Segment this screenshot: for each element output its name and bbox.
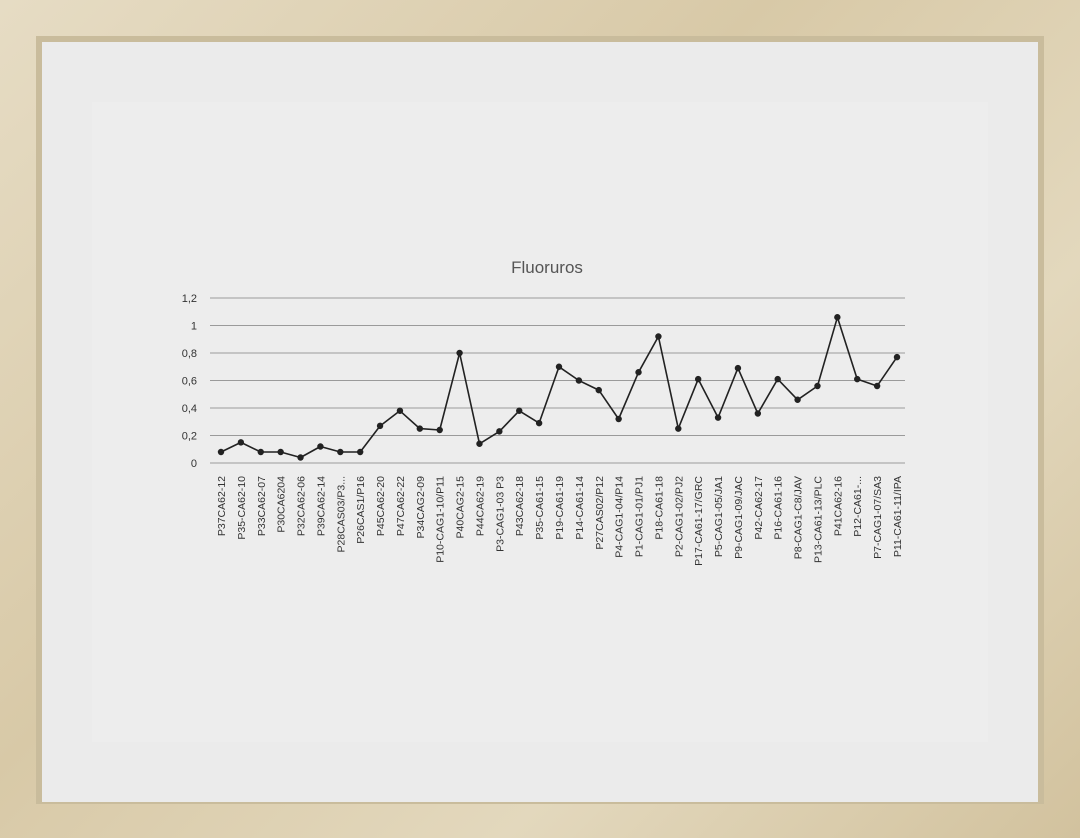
data-point [834,314,841,321]
data-point [277,448,284,456]
x-tick-label: P4-CAG1-04/P14 [614,476,626,558]
x-tick-label: P43CA62-18 [514,476,526,536]
series-fluoruros [217,314,901,461]
x-tick-label: P19-CA61-19 [554,476,566,540]
x-tick-label: P33CA62-07 [256,476,268,536]
data-point [237,439,245,446]
data-point [217,448,225,456]
x-tick-label: P1-CAG1-01/PJ1 [634,476,646,557]
data-point [257,448,264,456]
y-tick-label: 0,8 [182,348,197,360]
x-tick-label: P45CA62-20 [375,476,387,536]
x-tick-label: P44CA62-19 [474,476,486,536]
x-tick-label: P40CAG2-15 [455,476,467,539]
y-tick-label: 0,2 [182,431,197,443]
x-tick-label: P5-CAG1-05/JA1 [713,476,725,557]
x-tick-label: P41CA62-16 [832,476,844,536]
data-point [893,353,901,361]
data-point [635,369,642,376]
x-tick-label: P34CAG2-09 [415,476,427,539]
x-tick-label: P11-CA61-11/IPA [892,476,904,557]
data-point [595,386,602,394]
x-tick-label: P12-CA61-... [852,476,864,537]
x-tick-label: P27CAS02/P12 [594,476,606,550]
series-line [220,316,898,459]
data-point [814,382,821,390]
x-tick-label: P47CA62-22 [395,476,407,536]
x-tick-label: P14-CA61-14 [574,476,586,540]
x-tick-label: P26CAS1/P16 [355,476,367,544]
data-point [794,396,801,403]
data-point [615,415,622,423]
x-tick-label: P42-CA62-17 [753,476,765,540]
data-point [456,349,463,357]
y-axis-ticks: 0 0,2 0,4 0,6 0,8 1 1,2 [182,293,197,470]
x-tick-label: P35-CA62-10 [236,476,248,540]
data-point [476,440,483,447]
x-tick-label: P10-CAG1-10/P11 [435,476,447,563]
data-point [376,422,384,430]
x-tick-label: P37CA62-12 [216,476,228,536]
data-point [356,448,364,456]
x-tick-label: P7-CAG1-07/SA3 [872,476,884,559]
x-tick-label: P8-CAG1-C8/JAV [793,476,805,559]
data-point [416,425,424,432]
data-point [694,375,702,383]
y-tick-label: 0,6 [182,376,197,388]
data-point [396,407,404,414]
x-tick-label: P17-CA61-17/GRC [693,476,705,566]
data-point [714,414,722,421]
y-tick-label: 0,4 [182,403,197,415]
x-tick-label: P9-CAG1-09/JAC [733,476,745,559]
data-point [854,375,861,383]
x-tick-label: P35-CA61-15 [534,476,546,540]
data-point [873,382,881,390]
x-tick-label: P13-CA61-13/PLC [812,476,824,563]
x-axis-ticks: P37CA62-12 P35-CA62-10 P33CA62-07 P30CA6204… [216,476,904,566]
data-point [337,448,344,456]
x-tick-label: P18-CA61-18 [653,476,665,540]
data-point [436,426,443,434]
data-point [774,375,781,383]
y-tick-label: 1 [191,321,197,333]
x-tick-label: P39CA62-14 [315,476,327,536]
data-point [655,333,662,340]
data-point [575,377,583,384]
x-tick-label: P30CA6204 [276,476,288,533]
x-tick-label: P32CA62-06 [296,476,308,536]
data-point [297,454,304,461]
data-point [675,425,682,432]
x-tick-label: P16-CA61-16 [773,476,785,540]
data-point [496,428,503,435]
data-point [734,364,742,372]
x-tick-label: P2-CAG1-02/PJ2 [673,476,685,557]
chart-title: Fluoruros [511,258,583,277]
y-tick-label: 1,2 [182,293,197,305]
data-point [754,410,762,417]
data-point [535,419,543,427]
grid-lines [210,297,905,464]
y-tick-label: 0 [191,458,197,470]
x-tick-label: P3-CAG1-03 P3 [494,476,506,552]
data-point [516,407,523,414]
data-point [317,443,324,450]
x-tick-label: P28CAS03/P3... [335,476,347,552]
data-point [555,363,563,370]
